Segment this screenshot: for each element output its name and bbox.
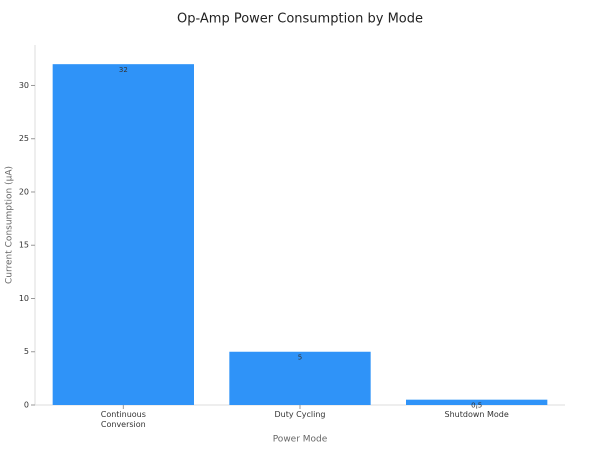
x-axis-label: Power Mode — [273, 435, 328, 445]
bar — [52, 64, 194, 405]
x-tick-label: Duty Cycling — [274, 410, 326, 419]
x-tick-label: Shutdown Mode — [444, 410, 509, 419]
y-tick-label: 10 — [19, 294, 29, 303]
y-tick-label: 15 — [19, 241, 29, 250]
bar — [229, 351, 371, 405]
data-label: 5 — [298, 354, 302, 362]
y-axis-label: Current Consumption (µA) — [5, 166, 15, 284]
chart-title: Op-Amp Power Consumption by Mode — [177, 12, 423, 27]
y-tick-label: 20 — [19, 187, 29, 196]
data-label: 0.5 — [471, 402, 482, 410]
y-tick-label: 5 — [24, 347, 29, 356]
y-tick-label: 30 — [19, 81, 29, 90]
data-label: 32 — [119, 66, 128, 74]
y-tick-label: 25 — [19, 134, 29, 143]
x-tick-label: Continuous Conversion — [100, 410, 146, 429]
bar — [406, 399, 548, 405]
y-tick-label: 0 — [24, 401, 29, 410]
